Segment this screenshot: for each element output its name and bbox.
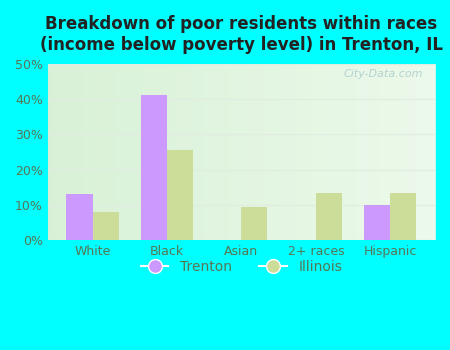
- Bar: [141, 96, 167, 240]
- Bar: [316, 193, 342, 240]
- Legend: Trenton, Illinois: Trenton, Illinois: [135, 254, 348, 279]
- Bar: [167, 150, 193, 240]
- Bar: [390, 193, 416, 240]
- Bar: [93, 212, 119, 240]
- Title: Breakdown of poor residents within races
(income below poverty level) in Trenton: Breakdown of poor residents within races…: [40, 15, 443, 54]
- Bar: [242, 207, 267, 240]
- Bar: [364, 205, 390, 240]
- Bar: [67, 195, 93, 240]
- Text: City-Data.com: City-Data.com: [344, 69, 423, 79]
